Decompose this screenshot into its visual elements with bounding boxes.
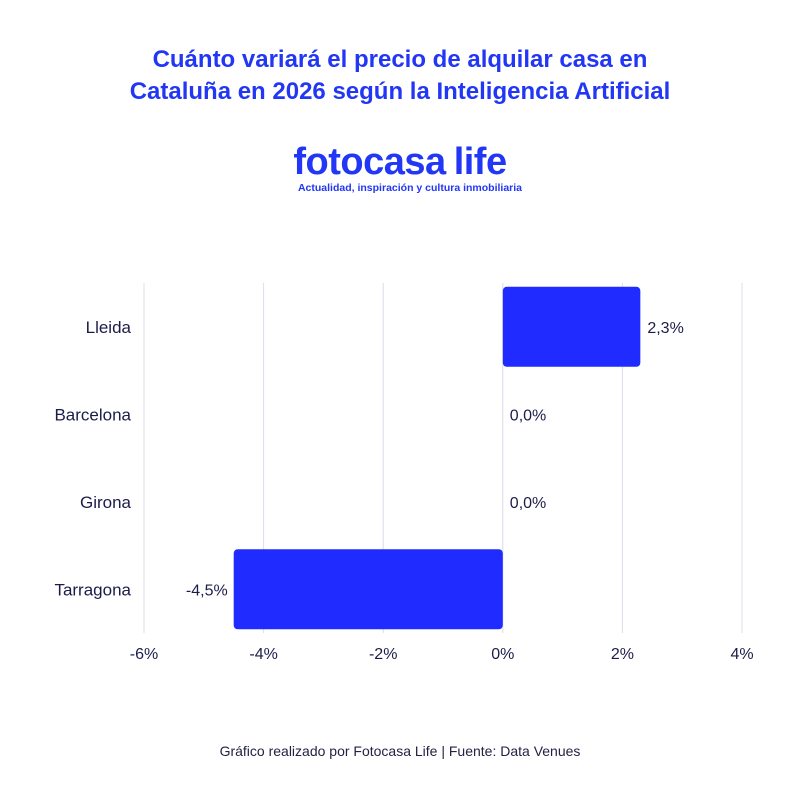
category-label: Barcelona	[54, 405, 131, 424]
value-label: 0,0%	[510, 407, 546, 424]
chart-title-line-1: Cuánto variará el precio de alquilar cas…	[152, 46, 648, 73]
category-label: Lleida	[86, 318, 132, 337]
chart-title-line-2: Cataluña en 2026 según la Inteligencia A…	[129, 78, 671, 105]
x-tick-label: -6%	[130, 646, 158, 663]
x-tick-label: -4%	[249, 646, 277, 663]
logo-life: life	[453, 141, 507, 183]
x-tick-label: 2%	[611, 646, 634, 663]
value-label: 2,3%	[647, 320, 683, 337]
value-label: 0,0%	[510, 495, 546, 512]
value-label: -4,5%	[186, 582, 228, 599]
x-tick-label: 4%	[730, 646, 753, 663]
x-tick-label: 0%	[491, 646, 514, 663]
x-tick-label: -2%	[369, 646, 397, 663]
logo-wordmark: fotocasa life	[293, 140, 507, 184]
bar-tarragona	[233, 549, 503, 630]
fotocasa-life-logo: fotocasa life Actualidad, inspiración y c…	[0, 140, 800, 194]
category-label: Girona	[80, 493, 132, 512]
category-label: Tarragona	[54, 580, 131, 599]
chart-title: Cuánto variará el precio de alquilar cas…	[0, 44, 800, 108]
footer-source: Gráfico realizado por Fotocasa Life | Fu…	[219, 743, 581, 759]
bar-lleida	[502, 286, 641, 367]
logo-tagline: Actualidad, inspiración y cultura inmobi…	[297, 182, 523, 194]
logo-brand: fotocasa	[293, 141, 446, 183]
